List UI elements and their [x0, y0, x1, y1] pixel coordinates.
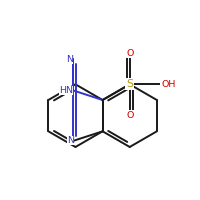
Text: N: N — [67, 136, 74, 145]
Text: N: N — [66, 55, 73, 64]
Text: HN: HN — [59, 86, 73, 95]
Text: O: O — [126, 49, 133, 58]
Text: OH: OH — [161, 80, 175, 89]
Text: O: O — [126, 111, 133, 120]
Text: S: S — [126, 79, 133, 89]
